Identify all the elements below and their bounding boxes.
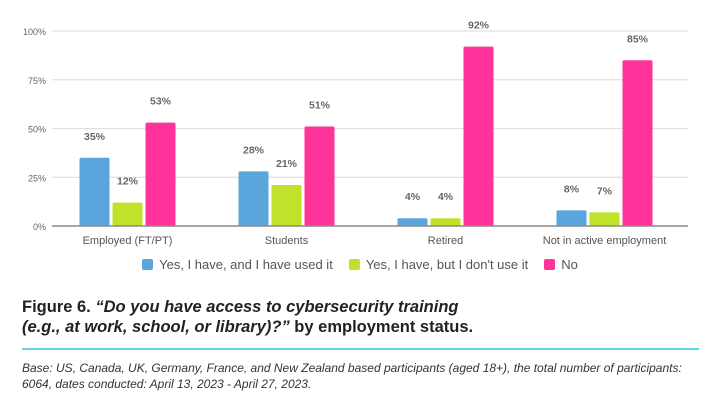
legend-swatch-no xyxy=(544,259,556,270)
legend-swatch-used xyxy=(142,259,154,270)
figure-label: Figure 6. xyxy=(22,298,91,316)
data-label: 51% xyxy=(309,100,331,112)
figure-caption: Figure 6. “Do you have access to cyberse… xyxy=(22,297,473,337)
figure-question-line2: (e.g., at work, school, or library)?” xyxy=(22,318,290,336)
data-label: 35% xyxy=(84,131,106,143)
caption-divider xyxy=(22,348,699,350)
bar xyxy=(112,202,143,226)
bar xyxy=(556,210,587,226)
x-tick-label: Students xyxy=(265,235,309,247)
y-tick-label: 75% xyxy=(28,76,46,86)
data-label: 7% xyxy=(597,185,613,197)
legend-item-not-used: Yes, I have, but I don't use it xyxy=(348,257,529,272)
chart-legend: Yes, I have, and I have used it Yes, I h… xyxy=(0,257,720,272)
data-label: 12% xyxy=(117,176,139,188)
bar xyxy=(589,212,620,226)
legend-label-no: No xyxy=(561,257,578,272)
data-label: 4% xyxy=(438,191,454,203)
x-tick-label: Employed (FT/PT) xyxy=(83,235,173,247)
legend-item-used: Yes, I have, and I have used it xyxy=(142,257,333,272)
data-label: 21% xyxy=(276,158,298,170)
x-tick-label: Retired xyxy=(428,235,463,247)
y-tick-label: 25% xyxy=(28,173,46,183)
bar xyxy=(145,122,176,226)
bar xyxy=(463,46,494,226)
y-tick-label: 0% xyxy=(33,222,46,232)
bar xyxy=(430,218,461,226)
legend-label-used: Yes, I have, and I have used it xyxy=(159,257,333,272)
data-label: 28% xyxy=(243,144,265,156)
y-tick-label: 50% xyxy=(28,125,46,135)
bar xyxy=(238,171,269,226)
bar xyxy=(271,185,302,226)
bar xyxy=(79,157,110,226)
base-note: Base: US, Canada, UK, Germany, France, a… xyxy=(22,361,682,391)
data-label: 92% xyxy=(468,20,490,32)
data-label: 4% xyxy=(405,191,421,203)
data-label: 8% xyxy=(564,183,580,195)
bar xyxy=(622,60,653,226)
bar xyxy=(304,126,335,226)
legend-swatch-not-used xyxy=(348,259,360,270)
x-tick-label: Not in active employment xyxy=(543,235,667,247)
y-tick-label: 100% xyxy=(23,27,46,37)
data-label: 53% xyxy=(150,96,172,108)
data-label: 85% xyxy=(627,33,649,45)
figure-suffix: by employment status. xyxy=(289,318,474,336)
figure-question-line1: “Do you have access to cybersecurity tra… xyxy=(95,298,459,316)
bar xyxy=(397,218,428,226)
bar-chart: 0% 25% 50% 75% 100% 35% 12% 53% Employed (FT/PT)… xyxy=(23,20,688,247)
legend-item-no: No xyxy=(544,257,578,272)
legend-label-not-used: Yes, I have, but I don't use it xyxy=(365,257,529,272)
